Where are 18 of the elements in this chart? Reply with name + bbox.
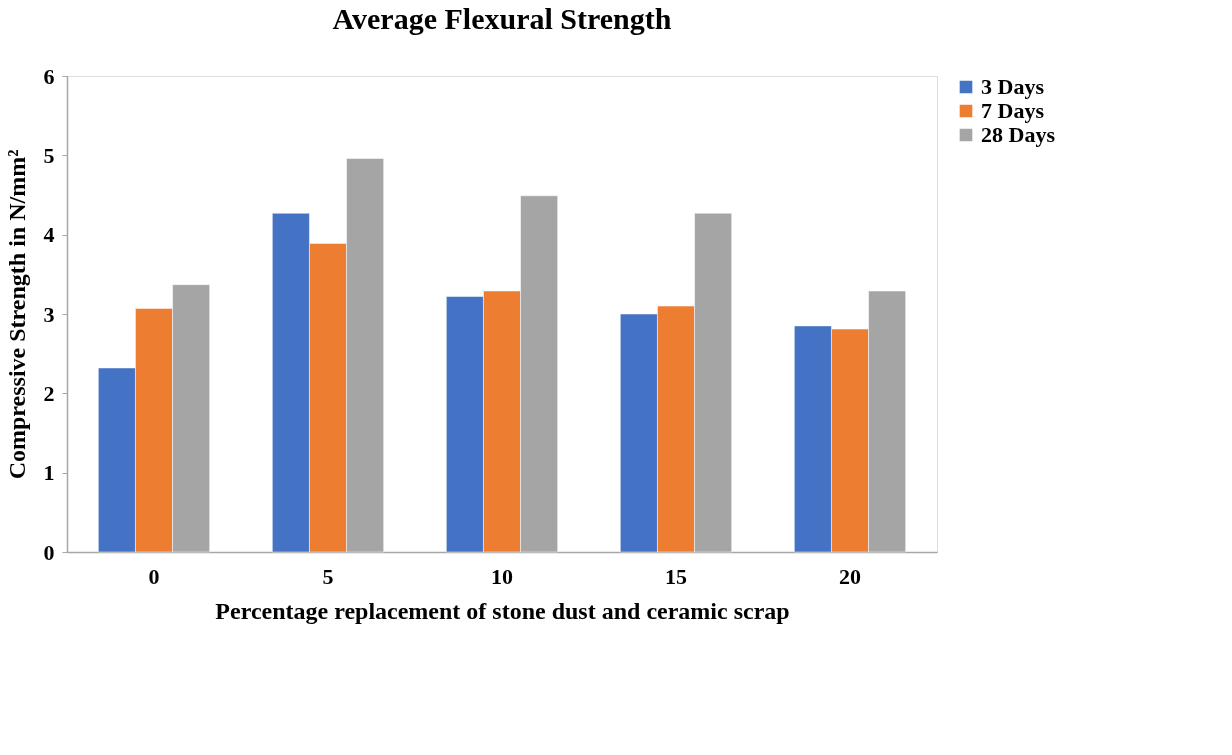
chart-title: Average Flexural Strength	[332, 2, 672, 35]
legend-label: 7 Days	[981, 98, 1045, 123]
x-tick-label: 0	[148, 563, 160, 589]
y-tick-label: 2	[43, 380, 55, 406]
y-tick-label: 0	[43, 539, 55, 565]
y-tick-label: 5	[43, 142, 55, 168]
legend-label: 28 Days	[981, 122, 1056, 147]
y-tick-label: 3	[43, 301, 55, 327]
x-tick-label: 10	[491, 563, 513, 589]
y-tick-label: 4	[43, 222, 55, 248]
y-tick-label: 6	[43, 63, 55, 89]
y-tick-label: 1	[43, 460, 55, 486]
legend-label: 3 Days	[981, 74, 1045, 99]
y-axis-title: Compressive Strength in N/mm²	[3, 149, 30, 480]
x-tick-label: 20	[839, 563, 861, 589]
x-tick-label: 5	[322, 563, 334, 589]
x-axis-title: Percentage replacement of stone dust and ceramic scrap	[215, 597, 790, 624]
x-tick-label: 15	[665, 563, 687, 589]
